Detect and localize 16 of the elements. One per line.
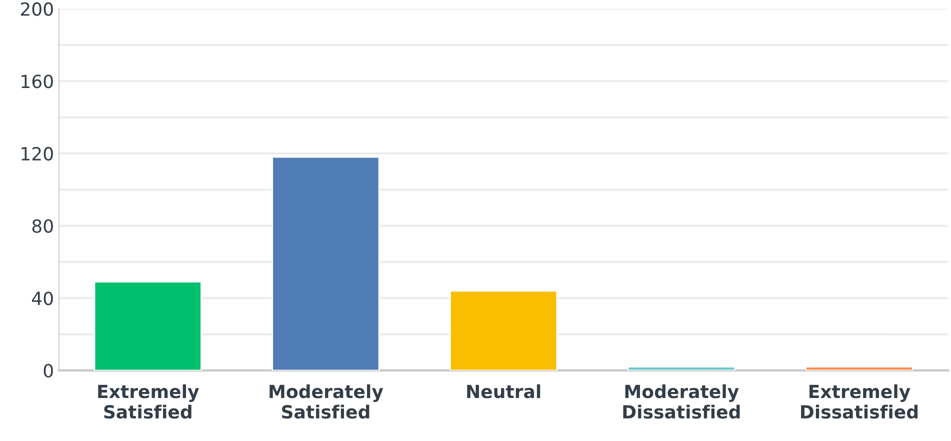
bar — [450, 290, 558, 370]
x-tick-label: Extremely Satisfied — [98, 384, 199, 419]
y-tick-label: 120 — [22, 146, 53, 161]
bar — [272, 156, 380, 370]
y-tick-label: 160 — [22, 74, 53, 88]
x-tick-label: Moderately Satisfied — [270, 384, 384, 419]
x-tick-label: Moderately Dissatisfied — [623, 384, 740, 419]
y-tick-label: 80 — [32, 219, 53, 233]
bar — [627, 366, 736, 370]
y-tick-label: 0 — [44, 364, 53, 378]
bar — [805, 366, 914, 370]
bar — [94, 281, 202, 370]
y-tick-label: 40 — [32, 292, 53, 306]
y-tick-label: 200 — [20, 2, 53, 16]
x-tick-label: Neutral — [467, 384, 540, 398]
x-tick-label: Extremely Dissatisfied — [801, 384, 918, 419]
